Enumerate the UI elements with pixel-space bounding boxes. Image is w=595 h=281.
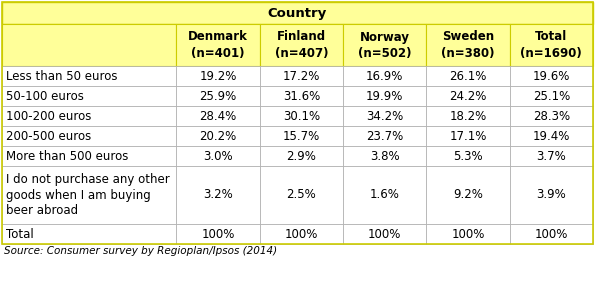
Text: 200-500 euros: 200-500 euros <box>6 130 91 142</box>
Bar <box>176 24 259 66</box>
Text: Sweden
(n=380): Sweden (n=380) <box>441 31 495 60</box>
Bar <box>427 66 510 86</box>
Text: I do not purchase any other
goods when I am buying
beer abroad: I do not purchase any other goods when I… <box>6 173 170 217</box>
Bar <box>176 106 259 126</box>
Text: 100%: 100% <box>535 228 568 241</box>
Text: 23.7%: 23.7% <box>366 130 403 142</box>
Bar <box>343 224 427 244</box>
Bar <box>427 106 510 126</box>
Bar <box>343 66 427 86</box>
Bar <box>2 86 176 106</box>
Bar <box>510 146 593 166</box>
Bar <box>343 126 427 146</box>
Bar <box>2 66 176 86</box>
Text: 3.8%: 3.8% <box>370 149 399 162</box>
Bar <box>259 224 343 244</box>
Bar <box>176 224 259 244</box>
Bar <box>176 86 259 106</box>
Bar <box>427 166 510 224</box>
Text: Denmark
(n=401): Denmark (n=401) <box>188 31 248 60</box>
Bar <box>427 126 510 146</box>
Bar <box>427 86 510 106</box>
Bar <box>343 24 427 66</box>
Text: Norway
(n=502): Norway (n=502) <box>358 31 411 60</box>
Text: 28.4%: 28.4% <box>199 110 237 123</box>
Text: 26.1%: 26.1% <box>449 69 487 83</box>
Bar <box>343 166 427 224</box>
Bar <box>259 24 343 66</box>
Text: 15.7%: 15.7% <box>283 130 320 142</box>
Bar <box>2 224 176 244</box>
Text: 3.7%: 3.7% <box>537 149 566 162</box>
Bar <box>510 106 593 126</box>
Text: 24.2%: 24.2% <box>449 90 487 103</box>
Bar <box>176 146 259 166</box>
Text: 25.1%: 25.1% <box>533 90 570 103</box>
Text: 100%: 100% <box>452 228 485 241</box>
Text: 3.9%: 3.9% <box>537 189 566 201</box>
Text: 17.2%: 17.2% <box>283 69 320 83</box>
Bar <box>510 126 593 146</box>
Bar <box>2 2 593 244</box>
Bar <box>427 24 510 66</box>
Text: 17.1%: 17.1% <box>449 130 487 142</box>
Text: 100-200 euros: 100-200 euros <box>6 110 92 123</box>
Text: 28.3%: 28.3% <box>533 110 570 123</box>
Bar <box>259 106 343 126</box>
Text: Finland
(n=407): Finland (n=407) <box>274 31 328 60</box>
Text: 2.9%: 2.9% <box>286 149 317 162</box>
Text: 19.4%: 19.4% <box>533 130 570 142</box>
Text: 31.6%: 31.6% <box>283 90 320 103</box>
Bar <box>2 24 176 66</box>
Text: 19.2%: 19.2% <box>199 69 237 83</box>
Text: 3.0%: 3.0% <box>203 149 233 162</box>
Bar <box>510 86 593 106</box>
Text: 1.6%: 1.6% <box>369 189 400 201</box>
Text: 100%: 100% <box>284 228 318 241</box>
Text: Country: Country <box>268 6 327 19</box>
Text: 20.2%: 20.2% <box>199 130 237 142</box>
Text: 3.2%: 3.2% <box>203 189 233 201</box>
Text: Less than 50 euros: Less than 50 euros <box>6 69 117 83</box>
Text: 19.9%: 19.9% <box>366 90 403 103</box>
Bar <box>510 224 593 244</box>
Bar <box>259 66 343 86</box>
Bar <box>510 166 593 224</box>
Bar <box>510 24 593 66</box>
Bar <box>343 106 427 126</box>
Bar <box>2 146 176 166</box>
Text: 19.6%: 19.6% <box>533 69 570 83</box>
Text: 100%: 100% <box>201 228 234 241</box>
Bar <box>176 66 259 86</box>
Bar <box>259 166 343 224</box>
Bar <box>427 146 510 166</box>
Bar <box>343 86 427 106</box>
Text: 16.9%: 16.9% <box>366 69 403 83</box>
Bar <box>176 126 259 146</box>
Bar <box>2 166 176 224</box>
Bar <box>176 166 259 224</box>
Text: Source: Consumer survey by Regioplan/Ipsos (2014): Source: Consumer survey by Regioplan/Ips… <box>4 246 277 256</box>
Bar <box>343 146 427 166</box>
Text: 34.2%: 34.2% <box>366 110 403 123</box>
Text: Total
(n=1690): Total (n=1690) <box>521 31 583 60</box>
Bar <box>259 146 343 166</box>
Bar <box>259 126 343 146</box>
Text: 2.5%: 2.5% <box>286 189 316 201</box>
Text: 9.2%: 9.2% <box>453 189 483 201</box>
Text: 100%: 100% <box>368 228 402 241</box>
Bar <box>2 106 176 126</box>
Text: 5.3%: 5.3% <box>453 149 483 162</box>
Bar <box>2 126 176 146</box>
Bar <box>427 224 510 244</box>
Text: More than 500 euros: More than 500 euros <box>6 149 129 162</box>
Bar <box>2 2 593 24</box>
Text: 50-100 euros: 50-100 euros <box>6 90 84 103</box>
Bar <box>510 66 593 86</box>
Text: Total: Total <box>6 228 34 241</box>
Text: 18.2%: 18.2% <box>449 110 487 123</box>
Text: 25.9%: 25.9% <box>199 90 237 103</box>
Text: 30.1%: 30.1% <box>283 110 320 123</box>
Bar <box>259 86 343 106</box>
